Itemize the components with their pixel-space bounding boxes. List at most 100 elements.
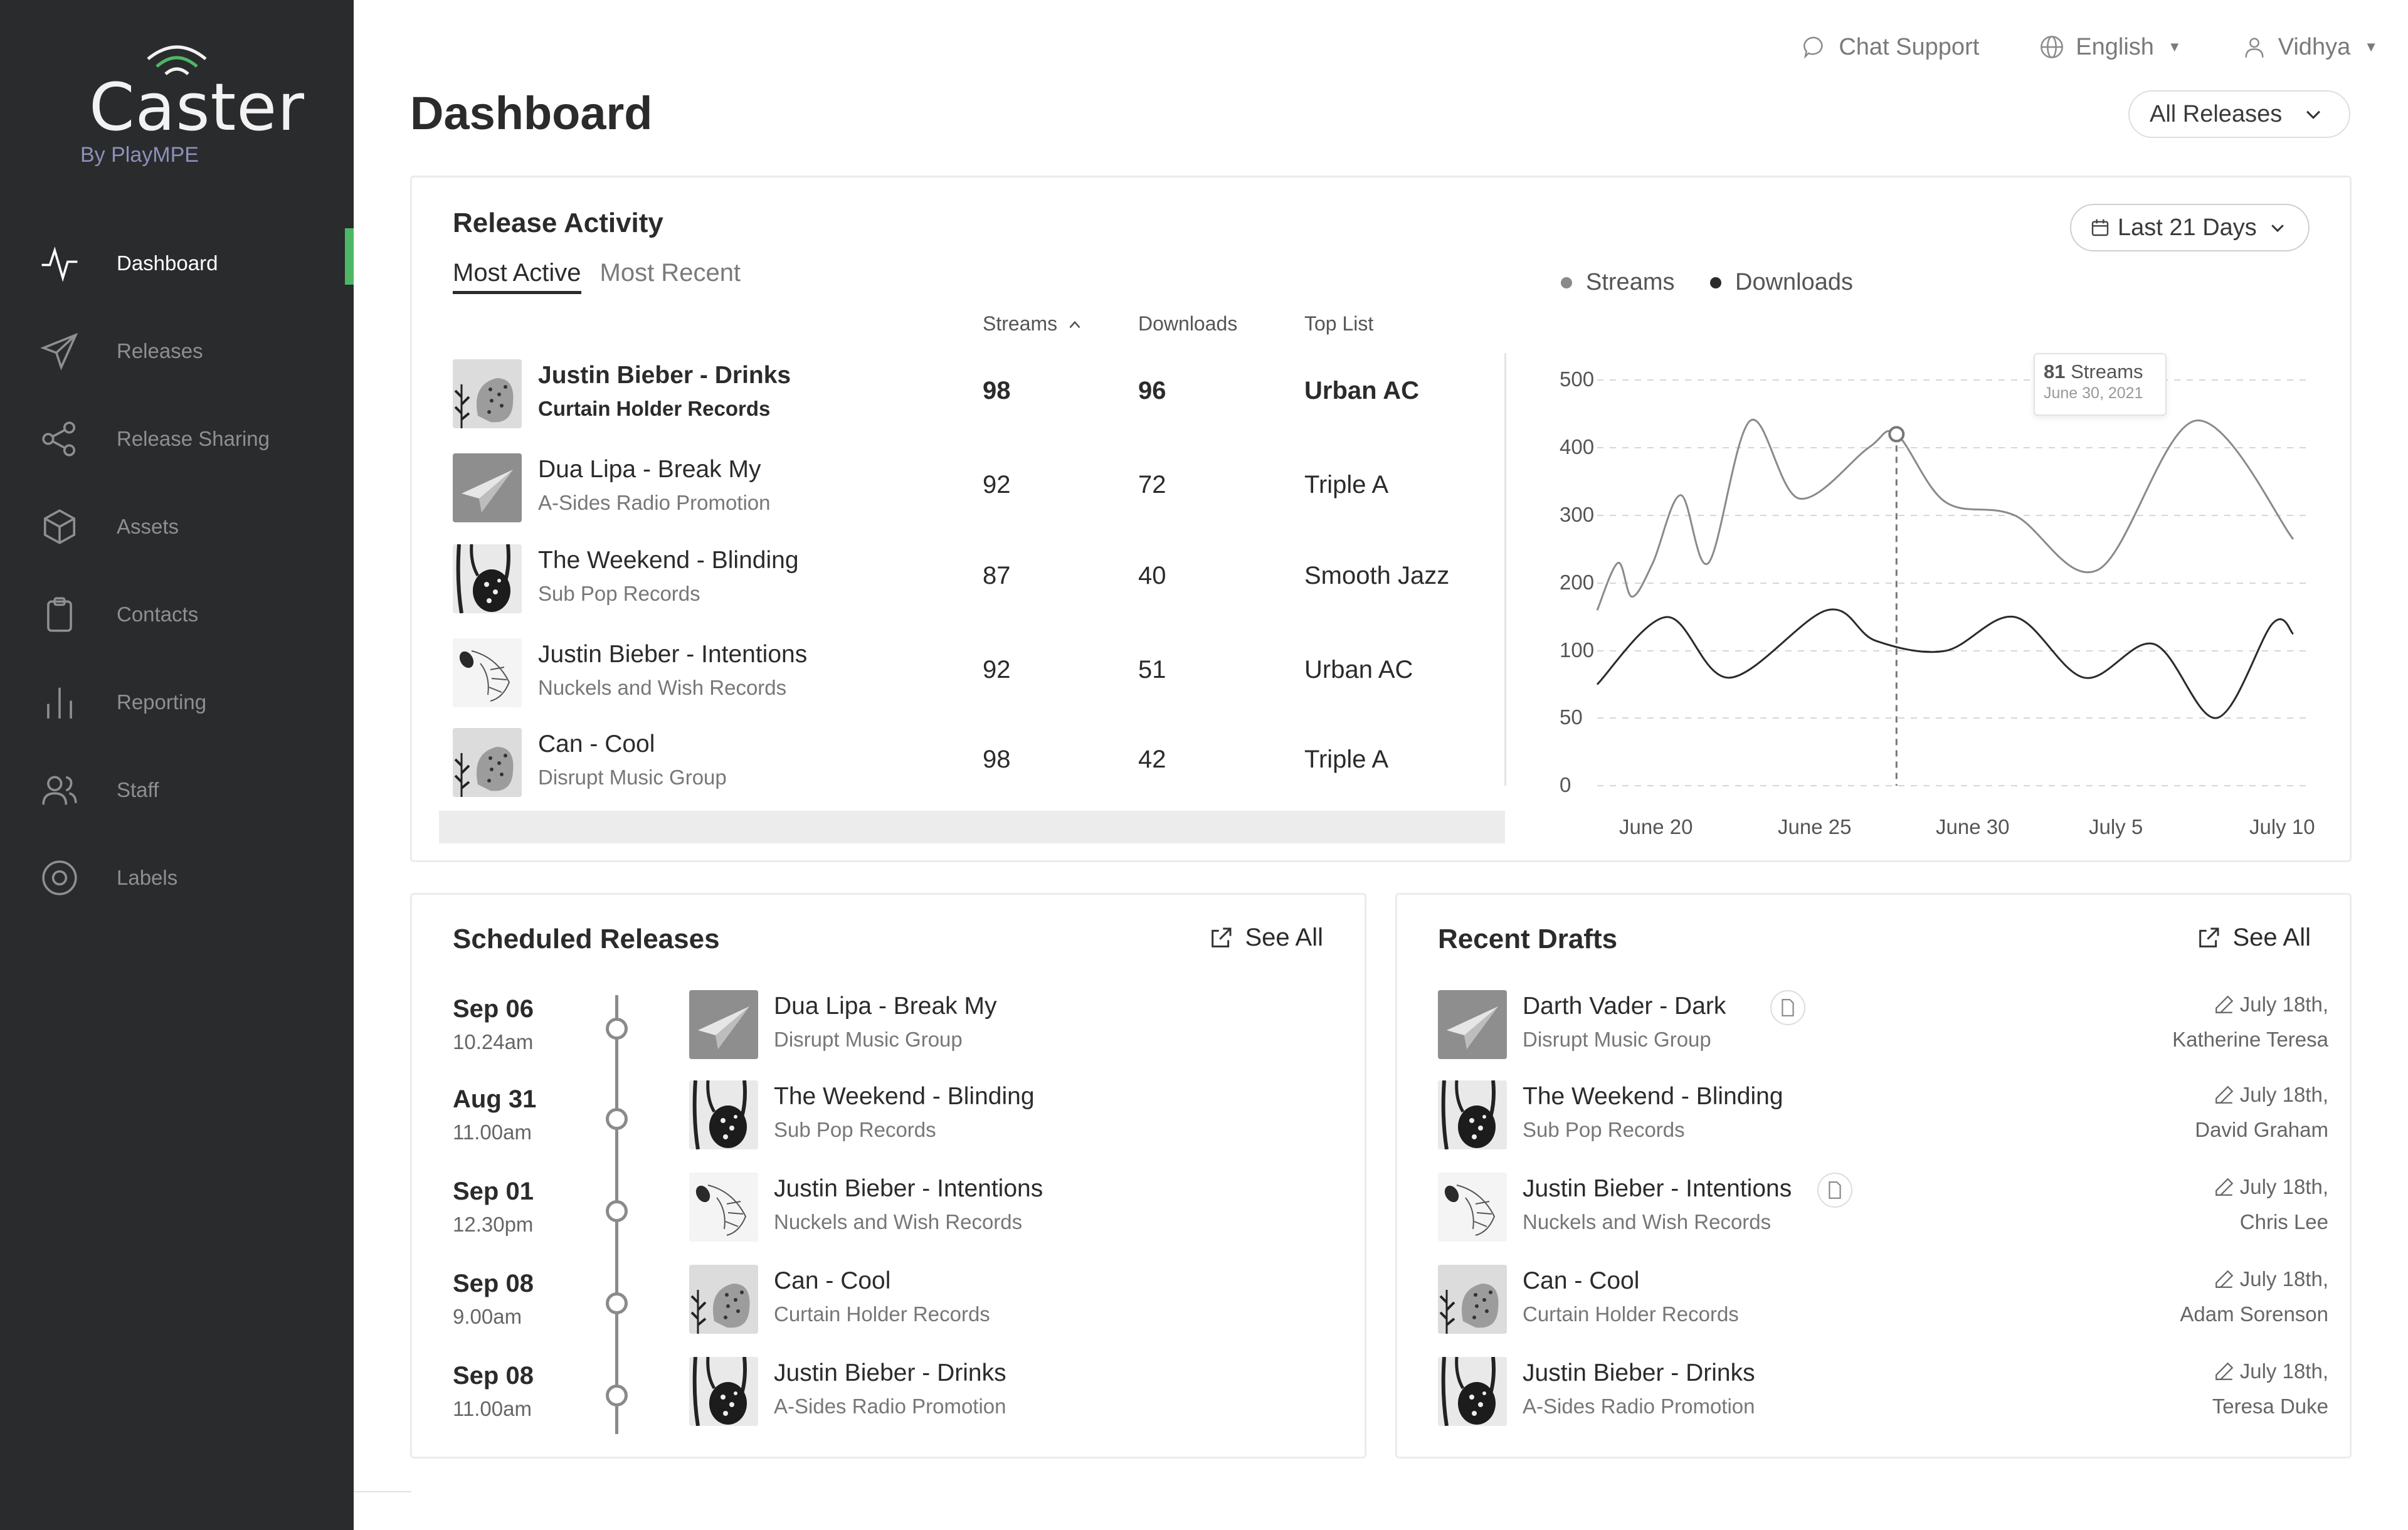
album-art <box>689 1357 758 1426</box>
sidebar-item-releases[interactable]: Releases <box>0 307 354 395</box>
table-row[interactable]: Can - Cool Disrupt Music Group 98 42 Triple … <box>453 728 1487 803</box>
draft-label: Nuckels and Wish Records <box>1523 1210 1772 1233</box>
draft-title: Justin Bieber - Intentions <box>1523 1175 1792 1202</box>
table-row[interactable]: Justin Bieber - Drinks Curtain Holder Rec… <box>453 359 1487 435</box>
sidebar-item-staff[interactable]: Staff <box>0 746 354 834</box>
scheduled-releases-card: Scheduled Releases See All Sep 06 10.24am… <box>410 893 1366 1459</box>
column-header-toplist[interactable]: Top List <box>1304 312 1374 335</box>
sidebar-item-release-sharing[interactable]: Release Sharing <box>0 395 354 483</box>
table-row[interactable]: The Weekend - Blinding Sub Pop Records 87 4… <box>453 544 1487 620</box>
album-art <box>689 1080 758 1149</box>
x-tick-label: July 10 <box>2249 815 2315 838</box>
sidebar-item-label: Reporting <box>117 690 207 714</box>
pencil-icon <box>2215 1362 2234 1380</box>
release-title: Can - Cool <box>774 1267 891 1294</box>
album-art <box>689 1173 758 1242</box>
brand-name: Caster <box>89 69 305 145</box>
sidebar-item-label: Dashboard <box>117 251 218 275</box>
see-all-link[interactable]: See All <box>2196 924 2311 952</box>
series-line-downloads <box>1596 608 2294 719</box>
x-tick-label: June 25 <box>1778 815 1852 838</box>
card-title: Scheduled Releases <box>453 924 720 954</box>
schedule-time: 11.00am <box>453 1121 532 1144</box>
draft-author: Chris Lee <box>2239 1210 2328 1233</box>
downloads-value: 40 <box>1138 562 1166 589</box>
draft-date-text: July 18th, <box>2239 1083 2328 1106</box>
sidebar-item-labels[interactable]: Labels <box>0 834 354 922</box>
release-title: The Weekend - Blinding <box>538 547 799 574</box>
list-item[interactable]: The Weekend - Blinding Sub Pop Records Jul… <box>1438 1080 2328 1153</box>
pencil-icon <box>2215 1270 2234 1288</box>
column-header-streams[interactable]: Streams <box>983 312 1083 335</box>
y-tick-label: 200 <box>1560 571 1595 594</box>
list-item[interactable]: The Weekend - Blinding Sub Pop Records <box>689 1080 1348 1153</box>
y-tick-label: 500 <box>1560 367 1595 391</box>
table-row[interactable]: Justin Bieber - Intentions Nuckels and Wi… <box>453 638 1487 714</box>
release-activity-card: Release Activity Most Active Most Recent… <box>410 176 2352 862</box>
y-tick-label: 0 <box>1560 773 1571 796</box>
tooltip-label: Streams <box>2071 361 2143 382</box>
album-art <box>1438 1173 1507 1242</box>
release-title: Dua Lipa - Break My <box>774 993 997 1020</box>
schedule-time: 9.00am <box>453 1305 522 1328</box>
chevron-down-icon <box>2271 224 2284 233</box>
sidebar-item-dashboard[interactable]: Dashboard <box>0 219 354 307</box>
external-link-icon <box>1212 927 1232 947</box>
downloads-value: 42 <box>1138 746 1166 773</box>
date-range-dropdown[interactable]: Last 21 Days <box>2070 204 2310 251</box>
toplist-value: Triple A <box>1304 471 1389 499</box>
streams-value: 98 <box>983 746 1011 773</box>
tab-most-active[interactable]: Most Active <box>453 259 581 294</box>
draft-author: Teresa Duke <box>2212 1395 2328 1418</box>
y-tick-label: 50 <box>1560 705 1583 729</box>
divider <box>1504 353 1506 786</box>
top-bar: Chat Support English ▼ Vidhya ▼ <box>1802 25 2408 69</box>
album-art <box>1438 990 1507 1059</box>
legend-label: Streams <box>1586 269 1675 295</box>
card-title: Recent Drafts <box>1438 924 1618 954</box>
release-label: Disrupt Music Group <box>774 1028 963 1051</box>
target-icon <box>39 857 80 899</box>
list-item[interactable]: Justin Bieber - Drinks A-Sides Radio Prom… <box>1438 1357 2328 1429</box>
draft-label: Curtain Holder Records <box>1523 1302 1739 1326</box>
draft-date: July 18th, <box>2214 1175 2328 1199</box>
chat-support-link[interactable]: Chat Support <box>1802 34 1979 61</box>
release-title: Justin Bieber - Drinks <box>774 1359 1006 1386</box>
user-menu[interactable]: Vidhya ▼ <box>2242 34 2378 61</box>
list-item[interactable]: Justin Bieber - Drinks A-Sides Radio Prom… <box>689 1357 1348 1429</box>
chevron-down-icon <box>2306 110 2321 119</box>
timeline-dot <box>606 1018 628 1040</box>
horizontal-scrollbar[interactable] <box>439 811 1505 843</box>
tooltip-date: June 30, 2021 <box>2044 384 2143 402</box>
draft-date-text: July 18th, <box>2239 993 2328 1016</box>
sidebar-item-assets[interactable]: Assets <box>0 483 354 571</box>
draft-date-text: July 18th, <box>2239 1359 2328 1383</box>
list-item[interactable]: Dua Lipa - Break My Disrupt Music Group <box>689 990 1348 1062</box>
list-item[interactable]: Justin Bieber - Intentions Nuckels and Wi… <box>689 1173 1348 1245</box>
caret-down-icon: ▼ <box>2364 39 2378 55</box>
draft-author: Adam Sorenson <box>2180 1302 2328 1326</box>
draft-date: July 18th, <box>2214 993 2328 1016</box>
legend-label: Downloads <box>1735 269 1853 295</box>
release-filter-dropdown[interactable]: All Releases <box>2128 90 2350 138</box>
draft-date: July 18th, <box>2214 1083 2328 1107</box>
external-link-icon <box>2199 927 2219 947</box>
sidebar-item-contacts[interactable]: Contacts <box>0 571 354 658</box>
list-item[interactable]: Darth Vader - Dark Disrupt Music Group Jul… <box>1438 990 2328 1062</box>
language-selector[interactable]: English ▼ <box>2039 33 2182 61</box>
language-label: English <box>2076 33 2154 60</box>
sidebar-item-reporting[interactable]: Reporting <box>0 658 354 746</box>
see-all-link[interactable]: See All <box>1208 924 1323 952</box>
column-header-downloads[interactable]: Downloads <box>1138 312 1238 335</box>
draft-title: Darth Vader - Dark <box>1523 993 1726 1020</box>
list-item[interactable]: Justin Bieber - Intentions Nuckels and Wi… <box>1438 1173 2328 1245</box>
tab-most-recent[interactable]: Most Recent <box>599 259 741 287</box>
table-row[interactable]: Dua Lipa - Break My A-Sides Radio Promoti… <box>453 453 1487 529</box>
list-item[interactable]: Can - Cool Curtain Holder Records <box>689 1265 1348 1337</box>
y-tick-label: 100 <box>1560 638 1595 662</box>
timeline-dot <box>606 1385 628 1406</box>
album-art <box>453 453 522 522</box>
release-title: Justin Bieber - Intentions <box>538 641 808 668</box>
downloads-value: 51 <box>1138 656 1166 683</box>
list-item[interactable]: Can - Cool Curtain Holder Records July 18t… <box>1438 1265 2328 1337</box>
